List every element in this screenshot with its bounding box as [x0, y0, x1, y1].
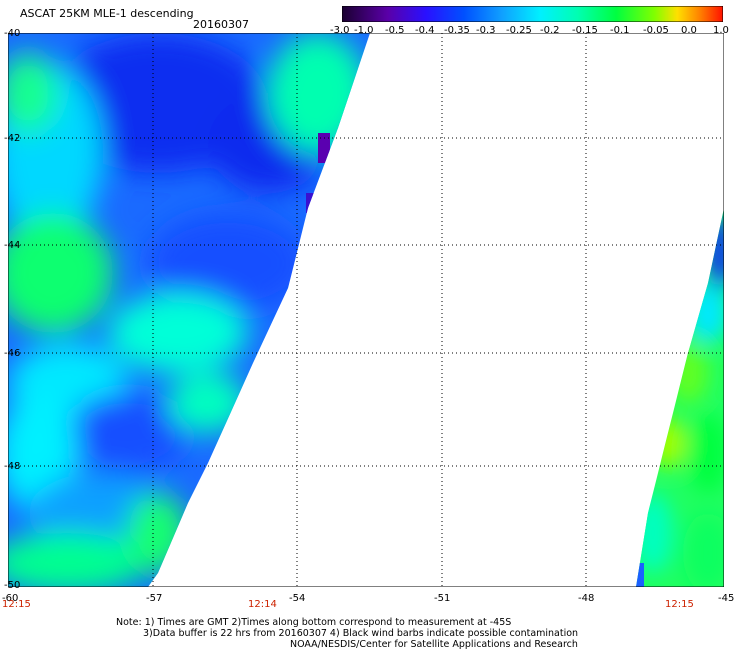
product-date: 20160307: [193, 18, 249, 31]
note-line: NOAA/NESDIS/Center for Satellite Applica…: [290, 639, 578, 650]
colorbar-label: 0.0: [681, 25, 697, 36]
colorbar-label: 1.0: [713, 25, 729, 36]
y-tick-label: -40: [4, 28, 21, 39]
note-line: Note: 1) Times are GMT 2)Times along bot…: [116, 617, 512, 628]
colorbar-label: -1.0: [354, 25, 374, 36]
y-tick-label: -50: [4, 580, 21, 591]
product-title: ASCAT 25KM MLE-1 descending: [20, 7, 194, 20]
colorbar-label: -0.3: [476, 25, 496, 36]
x-tick-label: -51: [434, 593, 451, 604]
left-swath: [8, 33, 370, 587]
colorbar-label: -0.15: [572, 25, 598, 36]
colorbar: [342, 6, 723, 22]
x-tick-label: -60: [2, 593, 19, 604]
time-label: 12:15: [2, 599, 31, 610]
x-tick-label: -57: [146, 593, 163, 604]
time-label: 12:14: [248, 599, 277, 610]
x-tick-label: -45: [718, 593, 735, 604]
colorbar-label: -0.5: [385, 25, 405, 36]
y-tick-label: -44: [4, 240, 21, 251]
y-tick-label: -42: [4, 133, 21, 144]
x-tick-label: -54: [289, 593, 306, 604]
y-tick-label: -48: [4, 461, 21, 472]
colorbar-label: -0.35: [444, 25, 470, 36]
note-line: 3)Data buffer is 22 hrs from 20160307 4)…: [143, 628, 579, 639]
footnotes: Note: 1) Times are GMT 2)Times along bot…: [116, 617, 578, 650]
x-tick-label: -48: [578, 593, 595, 604]
colorbar-label: -0.2: [540, 25, 560, 36]
colorbar-label: -0.4: [415, 25, 435, 36]
colorbar-label: -0.25: [506, 25, 532, 36]
colorbar-label: -0.05: [643, 25, 669, 36]
time-label: 12:15: [665, 599, 694, 610]
swath-map: [8, 33, 724, 587]
y-tick-label: -46: [4, 348, 21, 359]
right-swath: [636, 208, 724, 587]
colorbar-label: -0.1: [610, 25, 630, 36]
graticule: [8, 33, 724, 587]
colorbar-labels: -3.0 -1.0 -0.5 -0.4 -0.35 -0.3 -0.25 -0.…: [330, 25, 740, 37]
colorbar-label: -3.0: [330, 25, 350, 36]
